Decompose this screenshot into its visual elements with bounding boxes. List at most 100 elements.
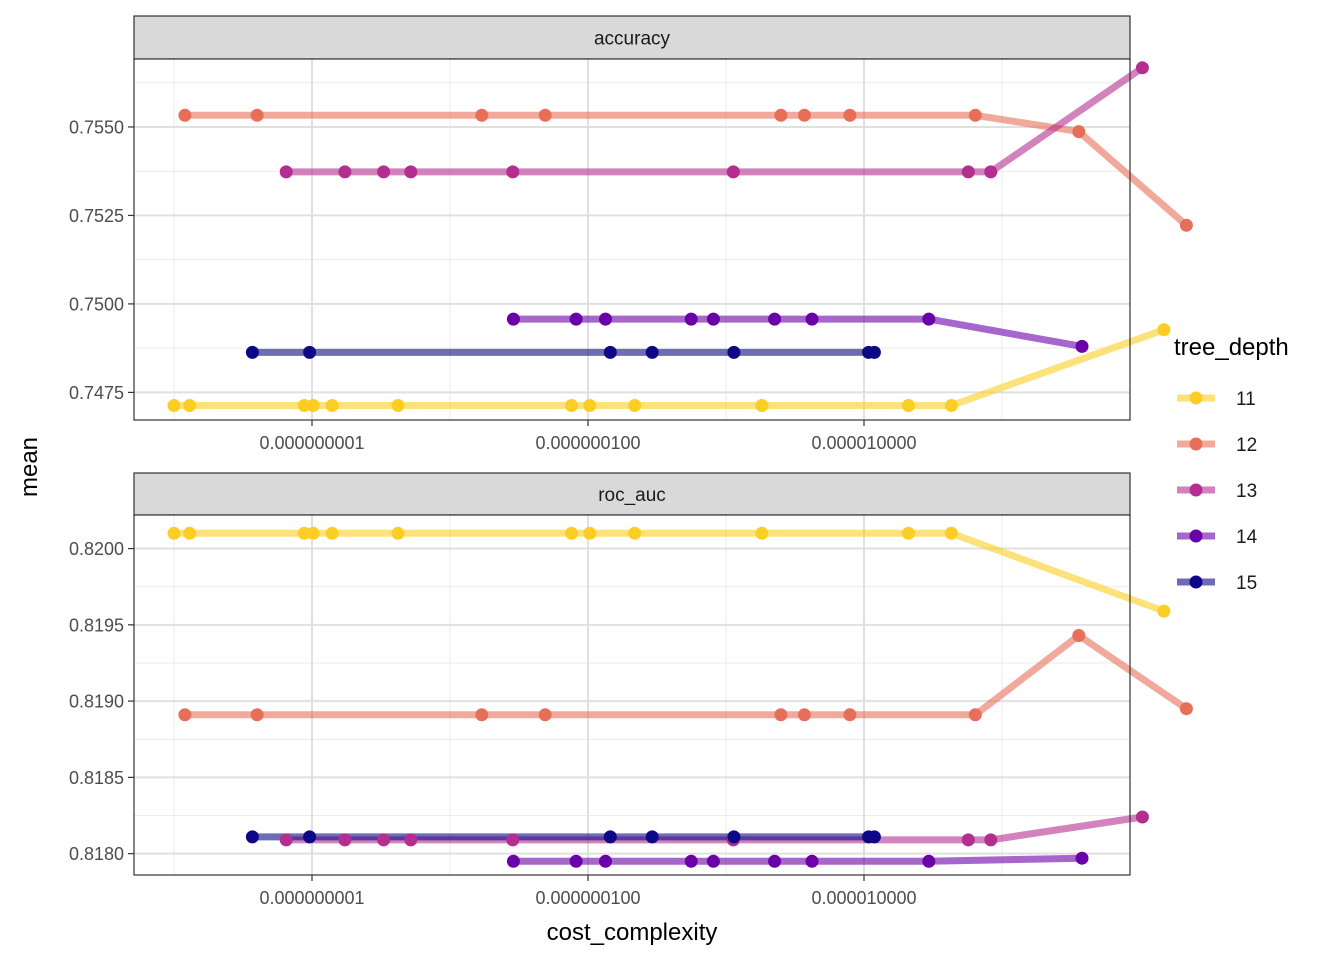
panel-border	[133, 514, 1131, 876]
y-tick-label: 0.8200	[69, 539, 124, 559]
data-point-15	[303, 345, 317, 359]
data-point-14	[706, 312, 720, 326]
series-line-12	[184, 111, 1189, 228]
data-point-15	[727, 345, 741, 359]
data-point-13	[279, 833, 293, 847]
y-tick-label: 0.8180	[69, 844, 124, 864]
data-point-14	[805, 854, 819, 868]
data-point-13	[961, 165, 975, 179]
data-point-12	[475, 108, 489, 122]
facet-panel-accuracy: accuracy 0.7475 0.7500 0.7525 0.7550 0.000000…	[69, 15, 1193, 453]
y-tick-label: 0.7525	[69, 206, 124, 226]
y-tick-label: 0.7475	[69, 383, 124, 403]
data-point-11	[183, 399, 197, 412]
legend-label: 13	[1236, 481, 1257, 502]
legend: tree_depth 11 12 13 14 15	[1174, 334, 1289, 594]
data-point-13	[377, 833, 391, 847]
data-point-15	[245, 830, 259, 844]
data-point-12	[843, 108, 857, 122]
data-point-11	[755, 399, 769, 412]
legend-key-point	[1189, 575, 1203, 589]
series-line-14	[513, 854, 1083, 865]
data-point-11	[902, 526, 915, 540]
data-point-13	[1135, 810, 1149, 824]
data-point-11	[755, 526, 769, 540]
data-point-13	[984, 165, 998, 179]
data-point-14	[599, 854, 612, 868]
data-point-12	[1179, 702, 1193, 716]
x-tick-label: 0.000000001	[259, 888, 364, 908]
data-point-12	[968, 108, 982, 122]
data-point-12	[1179, 218, 1193, 232]
data-point-11	[583, 526, 597, 540]
data-point-13	[961, 833, 975, 847]
x-axis-title: cost_complexity	[547, 919, 718, 946]
y-tick-label: 0.7500	[69, 294, 124, 314]
data-point-14	[506, 312, 520, 326]
data-point-15	[867, 345, 881, 359]
data-point-11	[325, 526, 339, 540]
data-point-13	[1135, 61, 1149, 75]
x-tick-label: 0.000010000	[811, 888, 916, 908]
data-point-13	[984, 833, 998, 847]
legend-entry-13: 13	[1177, 481, 1257, 502]
y-axis-title: mean	[16, 437, 43, 497]
data-point-12	[475, 708, 489, 722]
data-point-11	[628, 399, 642, 412]
data-point-11	[325, 399, 339, 412]
data-point-15	[303, 830, 317, 844]
panel-background	[134, 515, 1130, 875]
data-point-11	[391, 526, 405, 540]
legend-label: 15	[1236, 573, 1257, 594]
data-point-12	[1072, 629, 1086, 642]
data-point-12	[250, 708, 264, 722]
data-point-12	[968, 708, 982, 722]
data-point-11	[297, 526, 311, 540]
data-point-11	[167, 526, 181, 540]
data-point-12	[1072, 125, 1086, 139]
x-tick-label: 0.000000001	[259, 433, 364, 453]
legend-entry-15: 15	[1177, 573, 1257, 594]
panel-background	[134, 59, 1130, 420]
legend-key-point	[1189, 437, 1203, 451]
data-point-15	[645, 345, 659, 359]
data-point-11	[583, 399, 597, 412]
facet-strip-label: accuracy	[594, 29, 671, 50]
data-point-12	[797, 708, 811, 722]
data-point-14	[684, 312, 698, 326]
data-point-11	[167, 399, 181, 412]
data-point-11	[902, 399, 915, 412]
x-tick-label: 0.000000100	[535, 888, 640, 908]
data-point-13	[404, 165, 418, 179]
legend-key-point	[1189, 483, 1203, 497]
facet-panels: accuracy 0.7475 0.7500 0.7525 0.7550 0.000000…	[69, 15, 1193, 908]
data-point-12	[178, 108, 192, 122]
data-point-15	[645, 830, 659, 844]
data-point-13	[338, 165, 352, 179]
data-point-13	[726, 165, 740, 179]
data-point-14	[768, 312, 782, 326]
legend-label: 12	[1236, 435, 1257, 456]
data-point-11	[628, 526, 642, 540]
data-point-11	[306, 526, 320, 540]
panel-border	[133, 58, 1131, 421]
legend-entry-14: 14	[1177, 527, 1258, 548]
data-point-13	[377, 165, 391, 179]
data-point-11	[306, 399, 320, 412]
data-point-11	[391, 399, 405, 412]
data-point-13	[338, 833, 352, 847]
y-tick-label: 0.7550	[69, 117, 124, 137]
x-tick-label: 0.000000100	[535, 433, 640, 453]
data-point-12	[538, 708, 552, 722]
data-point-14	[569, 854, 583, 868]
y-tick-label: 0.8195	[69, 615, 124, 635]
data-point-15	[603, 345, 617, 359]
data-point-15	[245, 345, 259, 359]
data-point-13	[404, 833, 418, 847]
legend-entry-11: 11	[1177, 389, 1256, 410]
data-point-14	[569, 312, 583, 326]
data-point-14	[1075, 851, 1089, 865]
legend-title: tree_depth	[1174, 334, 1289, 361]
data-point-12	[843, 708, 857, 722]
